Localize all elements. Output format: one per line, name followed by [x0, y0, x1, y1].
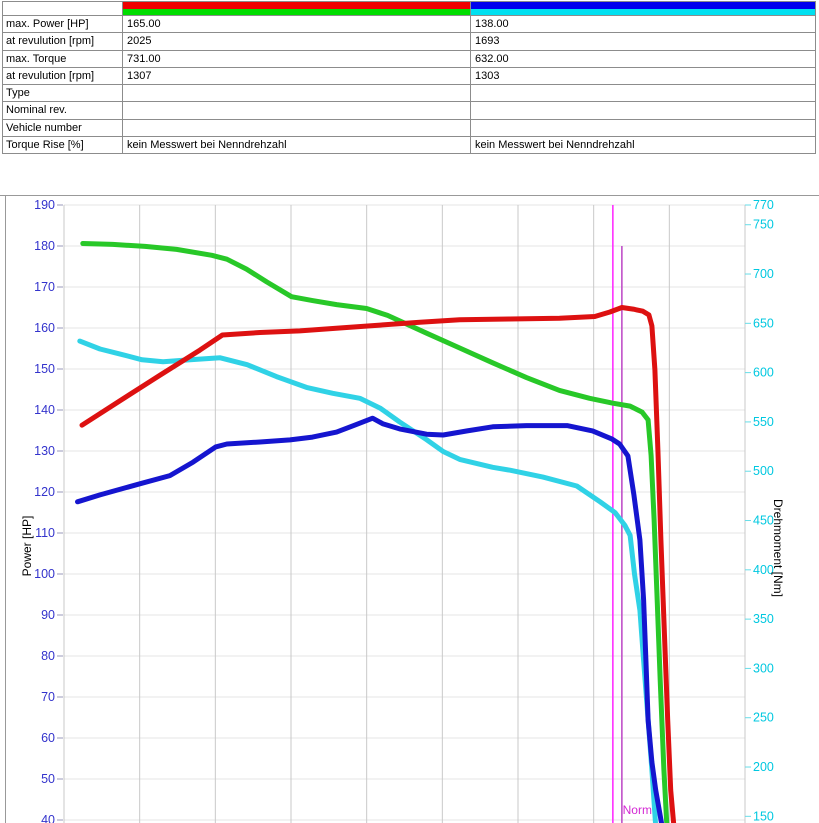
run1-value — [123, 119, 471, 137]
run1-value: 731.00 — [123, 50, 471, 68]
run1-value: 2025 — [123, 33, 471, 51]
svg-text:450: 450 — [753, 514, 774, 528]
svg-text:50: 50 — [41, 772, 55, 786]
run1-power-swatch — [123, 2, 470, 9]
svg-text:190: 190 — [34, 198, 55, 212]
run2-value: 1693 — [471, 33, 816, 51]
svg-text:60: 60 — [41, 731, 55, 745]
svg-text:Normin: Normin — [623, 803, 662, 817]
svg-text:130: 130 — [34, 444, 55, 458]
svg-text:160: 160 — [34, 321, 55, 335]
run1-value: 1307 — [123, 67, 471, 85]
run2-value: kein Messwert bei Nenndrehzahl — [471, 136, 816, 154]
row-label: Vehicle number — [3, 119, 123, 137]
svg-text:550: 550 — [753, 415, 774, 429]
table-header-corner — [3, 2, 123, 16]
svg-text:120: 120 — [34, 485, 55, 499]
run2-value — [471, 119, 816, 137]
row-label: max. Torque — [3, 50, 123, 68]
svg-text:500: 500 — [753, 464, 774, 478]
dyno-chart: 190 180 170 160 150 140 130 120 110 100 90 80 70 60 50… — [34, 198, 774, 823]
run2-power-swatch — [471, 2, 815, 9]
row-label: Torque Rise [%] — [3, 136, 123, 154]
row-label: Nominal rev. — [3, 102, 123, 120]
svg-text:140: 140 — [34, 403, 55, 417]
run1-value — [123, 102, 471, 120]
run2-color-header — [471, 2, 816, 16]
left-axis-title: Power [HP] — [20, 515, 34, 577]
svg-text:250: 250 — [753, 711, 774, 725]
run1-torque-swatch — [123, 8, 470, 15]
run2-torque-swatch — [471, 8, 815, 15]
run2-value: 1303 — [471, 67, 816, 85]
svg-text:180: 180 — [34, 239, 55, 253]
run1-color-header — [123, 2, 471, 16]
svg-text:170: 170 — [34, 280, 55, 294]
svg-text:400: 400 — [753, 563, 774, 577]
run2-value: 632.00 — [471, 50, 816, 68]
run2-value: 138.00 — [471, 16, 816, 34]
svg-text:200: 200 — [753, 760, 774, 774]
run2-value — [471, 102, 816, 120]
svg-text:90: 90 — [41, 608, 55, 622]
row-label: at revulution [rpm] — [3, 33, 123, 51]
run2-value — [471, 85, 816, 103]
svg-text:700: 700 — [753, 267, 774, 281]
svg-text:600: 600 — [753, 366, 774, 380]
run1-value: kein Messwert bei Nenndrehzahl — [123, 136, 471, 154]
chart-frame-top — [0, 195, 819, 196]
svg-text:750: 750 — [753, 218, 774, 232]
run1-value — [123, 85, 471, 103]
svg-text:40: 40 — [41, 813, 55, 823]
right-axis-title: Drehmoment [Nm] — [771, 498, 785, 598]
row-label: max. Power [HP] — [3, 16, 123, 34]
svg-text:100: 100 — [34, 567, 55, 581]
svg-text:350: 350 — [753, 612, 774, 626]
svg-text:150: 150 — [753, 809, 774, 823]
svg-text:650: 650 — [753, 316, 774, 330]
run1-value: 165.00 — [123, 16, 471, 34]
row-label: Type — [3, 85, 123, 103]
svg-text:300: 300 — [753, 661, 774, 675]
svg-text:770: 770 — [753, 198, 774, 212]
svg-text:80: 80 — [41, 649, 55, 663]
results-table: max. Power [HP] 165.00 138.00 at revulut… — [2, 1, 816, 154]
chart-frame-left — [5, 195, 6, 823]
svg-text:70: 70 — [41, 690, 55, 704]
svg-text:150: 150 — [34, 362, 55, 376]
row-label: at revulution [rpm] — [3, 67, 123, 85]
svg-text:110: 110 — [35, 526, 55, 540]
